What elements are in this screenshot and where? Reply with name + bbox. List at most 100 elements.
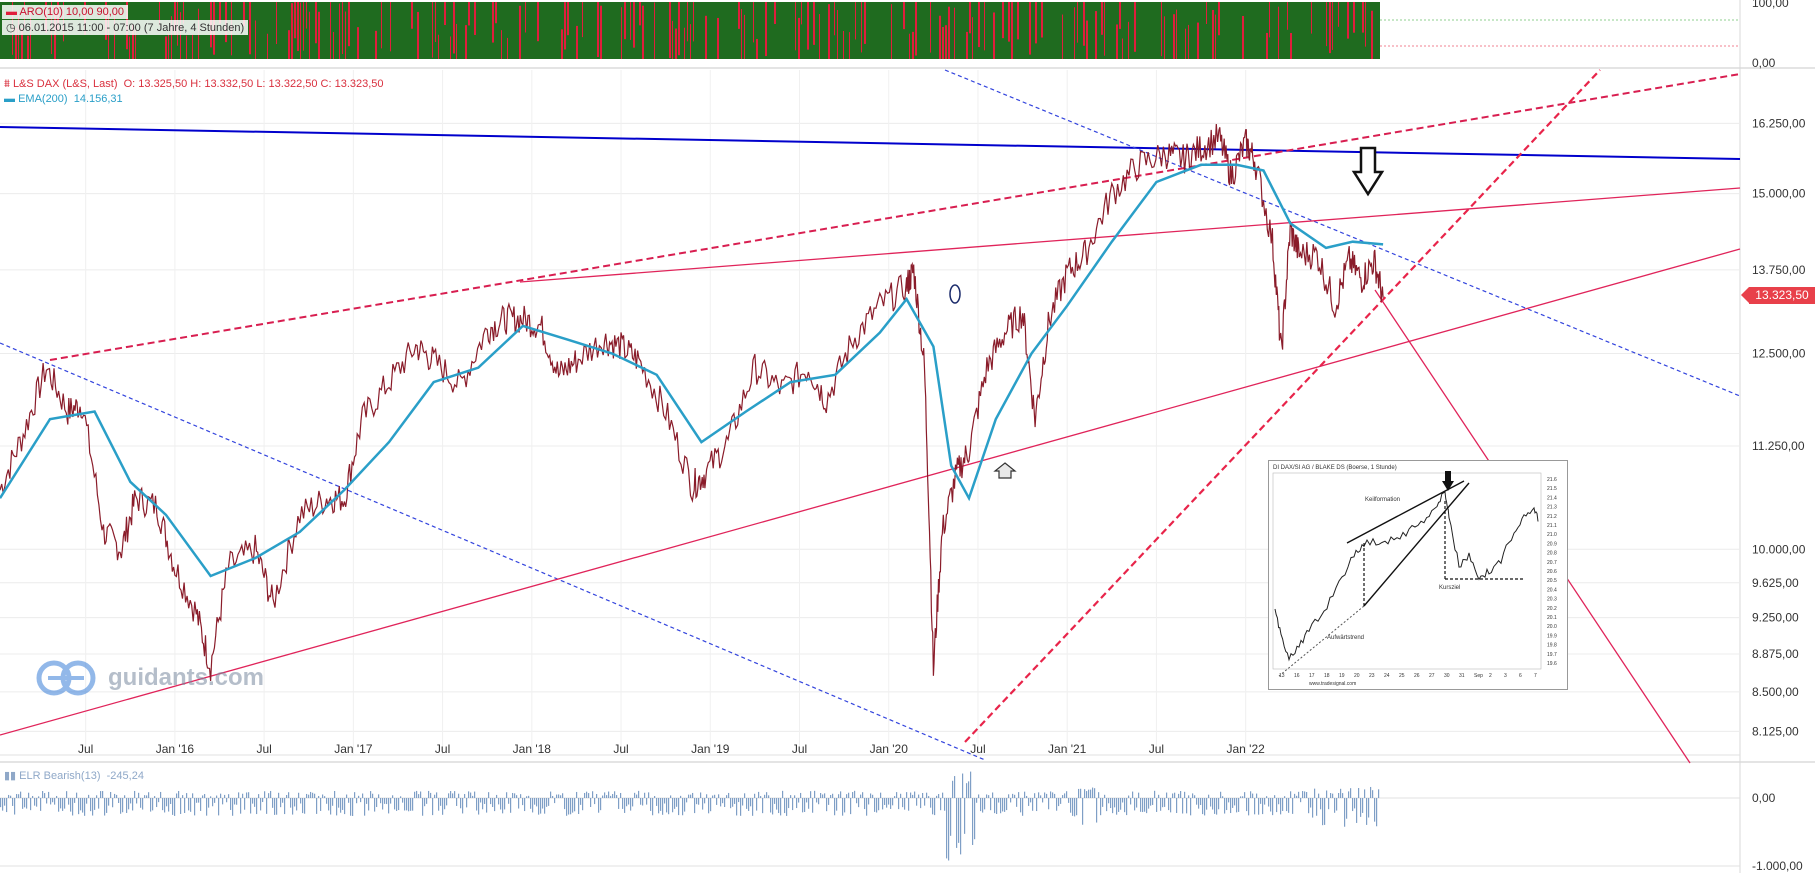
inset-footer: www.tradesignal.com	[1309, 681, 1356, 687]
x-tick-label: Jan '19	[691, 742, 730, 756]
inset-y-label: 20.3	[1547, 597, 1557, 603]
price-series	[0, 123, 1384, 682]
inset-y-label: 21.5	[1547, 486, 1557, 492]
inset-x-label: 18	[1324, 673, 1330, 679]
aro-legend: ▬ ARO(10) 10,00 90,00	[2, 5, 129, 19]
x-tick-label: Jul	[970, 742, 985, 756]
inset-title: DI DAX/SI AG / BLAKE DS (Boerse, 1 Stund…	[1273, 465, 1397, 471]
x-tick-label: Jul	[256, 742, 271, 756]
x-tick-label: Jul	[613, 742, 628, 756]
x-tick-label: Jan '20	[870, 742, 909, 756]
y-axis: 16.250,00 15.000,00 13.750,00 12.500,00 11.2…	[1752, 116, 1806, 738]
inset-x-label: 26	[1414, 673, 1420, 679]
elr-value: -245,24	[106, 770, 144, 782]
x-tick-label: Jan '21	[1048, 742, 1087, 756]
y-tick-label: 8.875,00	[1752, 647, 1799, 661]
inset-y-label: 20.6	[1547, 569, 1557, 575]
red-dashed-steep-trendline	[964, 69, 1601, 743]
inset-y-label: 20.9	[1547, 541, 1557, 547]
inset-chart: DI DAX/SI AG / BLAKE DS (Boerse, 1 Stund…	[1268, 460, 1568, 690]
y-tick-label: 11.250,00	[1752, 439, 1805, 453]
inset-y-label: 20.5	[1547, 578, 1557, 584]
x-tick-label: Jul	[1149, 742, 1164, 756]
inset-y-label: 21.0	[1547, 532, 1557, 538]
inset-x-label: 6	[1519, 673, 1522, 679]
aro-legend-swatch: ▬	[6, 6, 17, 18]
x-tick-label: Jul	[792, 742, 807, 756]
y-tick-label: 13.750,00	[1752, 263, 1806, 277]
inset-label-auf: Aufwärtstrend	[1327, 635, 1364, 641]
inset-x-label: 13	[1279, 673, 1285, 679]
ema-legend: ▬ EMA(200) 14.156,31	[4, 93, 123, 105]
inset-x-label: 20	[1354, 673, 1360, 679]
y-tick-label: 8.125,00	[1752, 724, 1799, 738]
inset-y-label: 21.4	[1547, 495, 1557, 501]
inset-x-label: 3	[1504, 673, 1507, 679]
inset-y-label: 20.1	[1547, 615, 1557, 621]
ema-label: EMA(200)	[18, 93, 68, 105]
y-tick-label: 12.500,00	[1752, 347, 1806, 361]
clock-icon: ◷	[6, 22, 16, 34]
elr-legend: ▮▮ ELR Bearish(13) -245,24	[4, 769, 144, 782]
aro-axis-0: 0,00	[1752, 56, 1776, 70]
ema-value: 14.156,31	[73, 93, 123, 105]
inset-x-label: 7	[1534, 673, 1537, 679]
x-tick-label: Jan '18	[513, 742, 552, 756]
inset-x-label: 23	[1369, 673, 1375, 679]
inset-y-label: 20.7	[1547, 560, 1557, 566]
x-tick-label: Jul	[78, 742, 93, 756]
y-tick-label: 9.625,00	[1752, 576, 1799, 590]
elr-axis-minus1000: -1.000,00	[1752, 859, 1803, 873]
inset-x-label: 24	[1384, 673, 1390, 679]
inset-y-label: 19.6	[1547, 661, 1557, 667]
candle-icon: ⩩	[4, 78, 10, 90]
inset-y-label: 20.8	[1547, 551, 1557, 557]
inset-chart-svg: DI DAX/SI AG / BLAKE DS (Boerse, 1 Stund…	[1272, 465, 1557, 687]
x-tick-label: Jan '17	[334, 742, 373, 756]
circle-marker	[949, 284, 961, 304]
inset-y-label: 19.9	[1547, 633, 1557, 639]
red-thin-lower-trendline	[0, 248, 1741, 736]
inset-y-label: 19.8	[1547, 643, 1557, 649]
blue-dashed-upper-trendline	[944, 69, 1741, 397]
inset-x-label: 25	[1399, 673, 1405, 679]
ema-swatch: ▬	[4, 93, 15, 105]
elr-axis-0: 0,00	[1752, 791, 1776, 805]
y-tick-label: 8.500,00	[1752, 685, 1799, 699]
inset-x-label: 31	[1459, 673, 1465, 679]
x-tick-label: Jan '16	[156, 742, 195, 756]
up-arrow-icon	[993, 462, 1017, 479]
blue-dashed-lower-trendline	[0, 342, 986, 761]
elr-icon: ▮▮	[4, 770, 17, 782]
y-tick-label: 15.000,00	[1752, 187, 1806, 201]
inset-x-label: 30	[1444, 673, 1450, 679]
inset-y-label: 21.2	[1547, 514, 1557, 520]
inset-label-keil: Keilformation	[1365, 497, 1400, 503]
date-range-legend: ◷ 06.01.2015 11:00 - 07:00 (7 Jahre, 4 S…	[2, 20, 249, 35]
aro-label: ARO(10)	[19, 6, 63, 18]
inset-x-label: 17	[1309, 673, 1315, 679]
down-arrow-icon	[1351, 146, 1385, 197]
inset-y-label: 20.2	[1547, 606, 1557, 612]
trendlines	[0, 69, 1741, 764]
date-range: 06.01.2015 11:00 - 07:00	[18, 22, 141, 34]
aro-values: 10,00 90,00	[65, 6, 125, 18]
blue-solid-trendline	[0, 126, 1741, 160]
inset-y-label: 20.0	[1547, 624, 1557, 630]
instrument-legend: ⩩ L&S DAX (L&S, Last) O: 13.325,50 H: 13…	[4, 78, 384, 91]
inset-label-kurs: Kursziel	[1439, 585, 1460, 591]
inset-y-label: 20.4	[1547, 587, 1557, 593]
x-tick-label: Jan '22	[1226, 742, 1265, 756]
last-price-badge: 13.323,50	[1741, 287, 1815, 304]
logo-text: guidants.com	[108, 664, 265, 691]
red-thin-upper-trendline	[519, 187, 1741, 283]
elr-label: ELR Bearish(13)	[19, 770, 101, 782]
elr-panel	[0, 771, 1740, 867]
inset-y-label: 21.3	[1547, 505, 1557, 511]
x-axis: Jul Jan '16 Jul Jan '17 Jul Jan '18 Jul Jan '19…	[78, 742, 1265, 756]
inset-y-label: 19.7	[1547, 652, 1557, 658]
y-tick-label: 10.000,00	[1752, 542, 1806, 556]
duration: (7 Jahre, 4 Stunden)	[143, 22, 245, 34]
guidants-logo: guidants.com	[36, 660, 264, 696]
